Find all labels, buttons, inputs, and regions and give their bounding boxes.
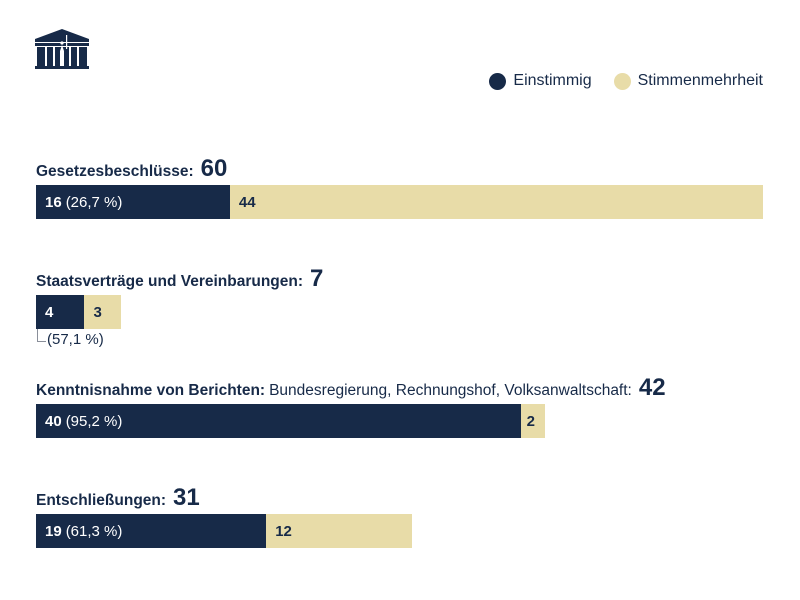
legend: Einstimmig Stimmenmehrheit xyxy=(489,72,763,90)
group-staatsvertraege: Staatsverträge und Vereinbarungen: 7 4 3… xyxy=(36,265,323,349)
bar-segment-stimmenmehrheit: 12 xyxy=(266,514,412,548)
group-title: Staatsverträge und Vereinbarungen: 7 xyxy=(36,265,323,295)
bar-segment-stimmenmehrheit: 3 xyxy=(84,295,121,329)
percent-label: (61,3 %) xyxy=(65,522,123,540)
legend-swatch-stimmenmehrheit xyxy=(613,72,631,90)
bar-segment-einstimmig: 19 (61,3 %) xyxy=(36,514,267,548)
stacked-bar: 19 (61,3 %) 12 xyxy=(36,514,412,548)
group-total: 42 xyxy=(638,374,666,401)
value-label: 44 xyxy=(238,193,256,211)
value-label: 16 xyxy=(45,193,62,211)
value-label: 19 xyxy=(45,522,62,540)
callout-line xyxy=(37,329,46,342)
category-sublabel: Bundesregierung, Rechnungshof, Volksanwa… xyxy=(269,382,632,399)
category-label: Kenntnisnahme von Berichten: xyxy=(36,382,266,399)
bar-segment-einstimmig: 4 xyxy=(36,295,85,329)
legend-item-stimmenmehrheit: Stimmenmehrheit xyxy=(613,72,763,90)
parliament-building-icon xyxy=(35,29,89,69)
parliament-logo xyxy=(33,27,91,69)
value-label: 4 xyxy=(45,303,54,321)
stacked-bar: 4 3 xyxy=(36,295,323,329)
legend-swatch-einstimmig xyxy=(489,72,507,90)
category-label: Staatsverträge und Vereinbarungen: xyxy=(36,273,304,290)
value-label: 2 xyxy=(526,412,535,430)
group-title: Entschließungen: 31 xyxy=(36,484,412,514)
group-total: 7 xyxy=(310,265,324,292)
value-label: 12 xyxy=(275,522,292,540)
bar-segment-stimmenmehrheit: 44 xyxy=(229,185,763,219)
group-total: 60 xyxy=(200,155,228,182)
value-label: 40 xyxy=(45,412,62,430)
category-label: Entschließungen: xyxy=(36,492,167,509)
percent-label: (95,2 %) xyxy=(65,412,123,430)
group-title: Gesetzesbeschlüsse: 60 xyxy=(36,155,763,185)
group-gesetzesbeschluesse: Gesetzesbeschlüsse: 60 16 (26,7 %) 44 xyxy=(36,155,763,219)
legend-item-einstimmig: Einstimmig xyxy=(489,72,592,90)
group-kenntnisnahme: Kenntnisnahme von Berichten: Bundesregie… xyxy=(36,374,666,438)
percent-callout: (57,1 %) xyxy=(36,329,323,349)
value-label: 3 xyxy=(93,303,102,321)
stacked-bar: 16 (26,7 %) 44 xyxy=(36,185,763,219)
bar-segment-einstimmig: 16 (26,7 %) xyxy=(36,185,230,219)
legend-label: Stimmenmehrheit xyxy=(637,72,763,89)
category-label: Gesetzesbeschlüsse: xyxy=(36,163,194,180)
bar-segment-stimmenmehrheit: 2 xyxy=(520,404,545,438)
group-total: 31 xyxy=(173,484,200,511)
bar-segment-einstimmig: 40 (95,2 %) xyxy=(36,404,521,438)
percent-label: (57,1 %) xyxy=(47,331,104,348)
legend-label: Einstimmig xyxy=(513,72,592,89)
group-entschliessungen: Entschließungen: 31 19 (61,3 %) 12 xyxy=(36,484,412,548)
group-title: Kenntnisnahme von Berichten: Bundesregie… xyxy=(36,374,666,404)
percent-label: (26,7 %) xyxy=(65,193,123,211)
stacked-bar: 40 (95,2 %) 2 xyxy=(36,404,666,438)
